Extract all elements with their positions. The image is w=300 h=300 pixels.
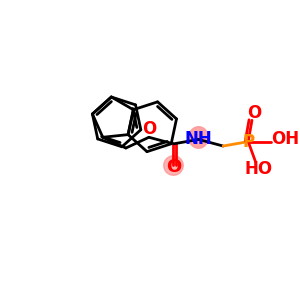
Text: O: O	[142, 120, 156, 138]
Text: P: P	[242, 133, 254, 151]
Text: O: O	[166, 158, 181, 176]
Text: O: O	[247, 104, 261, 122]
Text: NH: NH	[185, 130, 212, 148]
Ellipse shape	[189, 127, 208, 148]
Text: OH: OH	[271, 130, 299, 148]
Ellipse shape	[164, 156, 183, 175]
Text: HO: HO	[244, 160, 273, 178]
